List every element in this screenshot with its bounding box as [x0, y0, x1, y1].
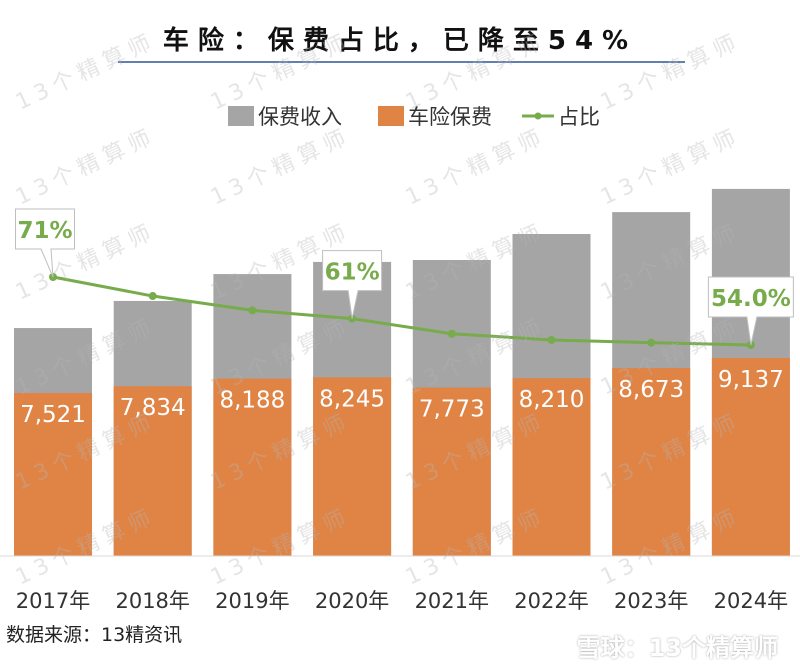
callout-label: 71%: [17, 218, 72, 244]
bar-auto: [612, 368, 691, 556]
watermark-text: 13个精算师: [207, 29, 355, 116]
legend-label-ratio: 占比: [558, 105, 600, 129]
ratio-point: [647, 338, 656, 347]
bar-auto: [113, 386, 192, 556]
callout-box: [15, 208, 75, 278]
bar-auto: [412, 387, 491, 556]
ratio-line: [52, 275, 751, 347]
data-label-auto: 7,834: [120, 395, 186, 421]
bar-auto: [512, 378, 591, 556]
data-label-auto: 7,521: [20, 402, 86, 428]
chart-title: 车险：保费占比，已降至54%: [162, 26, 638, 56]
callout-box: [322, 250, 383, 319]
bar-auto: [711, 358, 790, 556]
x-tick-label: 2022年: [514, 589, 588, 613]
x-tick-label: 2020年: [315, 589, 389, 613]
watermark-text: 13个精算师: [597, 29, 745, 116]
x-tick-label: 2023年: [614, 589, 688, 613]
x-tick-label: 2018年: [115, 589, 189, 613]
callout-label: 61%: [325, 260, 380, 286]
platform-watermark: 雪球：13个精算师: [576, 634, 778, 662]
x-tick-label: 2017年: [16, 589, 90, 613]
legend-marker-ratio: [534, 112, 542, 120]
bar-auto: [213, 378, 292, 556]
data-label-auto: 8,188: [219, 388, 285, 414]
watermark-text: 13个精算师: [12, 29, 160, 116]
x-tick-label: 2024年: [714, 589, 788, 613]
callout-box: [707, 276, 794, 346]
watermark-text: 13个精算师: [12, 124, 160, 211]
legend-label-auto: 车险保费: [408, 105, 492, 129]
data-label-auto: 8,210: [519, 387, 585, 413]
watermark-text: 13个精算师: [402, 29, 550, 116]
data-label-auto: 8,245: [319, 386, 385, 412]
callout-label: 54.0%: [711, 286, 791, 312]
legend-swatch-total: [228, 106, 254, 126]
ratio-point: [547, 335, 556, 344]
data-source: 数据来源：13精资讯: [6, 624, 183, 646]
x-tick-label: 2019年: [215, 589, 289, 613]
data-label-auto: 9,137: [718, 367, 784, 393]
data-label-auto: 8,673: [618, 377, 684, 403]
ratio-point: [148, 292, 157, 301]
x-tick-label: 2021年: [415, 589, 489, 613]
watermark-text: 13个精算师: [402, 124, 550, 211]
legend-swatch-auto: [378, 106, 404, 126]
ratio-point: [248, 306, 257, 315]
legend-label-total: 保费收入: [258, 105, 342, 129]
bar-auto: [14, 393, 92, 556]
data-label-auto: 7,773: [419, 397, 485, 423]
watermark-text: 13个精算师: [207, 124, 355, 211]
ratio-point: [447, 329, 456, 338]
bar-auto: [313, 377, 392, 556]
